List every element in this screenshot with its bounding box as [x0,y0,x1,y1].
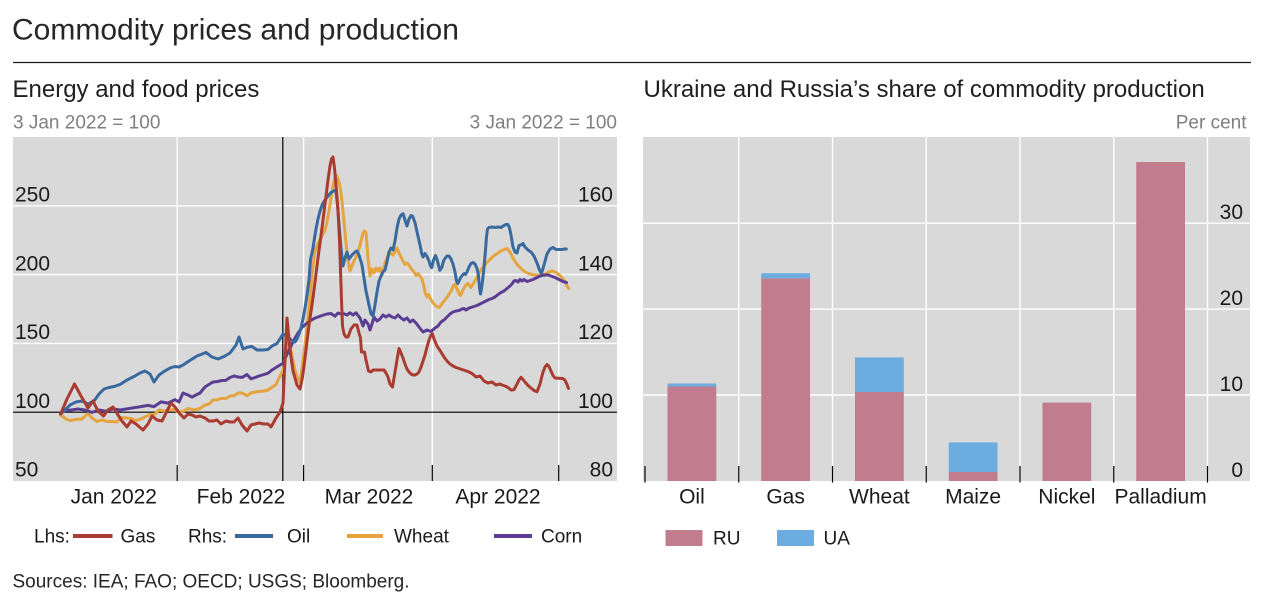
svg-text:Mar 2022: Mar 2022 [325,486,414,509]
svg-text:Rhs:: Rhs: [188,527,227,548]
svg-text:3 Jan 2022 = 100: 3 Jan 2022 = 100 [470,113,617,134]
svg-text:Per cent: Per cent [1176,113,1247,134]
svg-text:Jan 2022: Jan 2022 [71,486,157,509]
svg-text:Nickel: Nickel [1038,486,1095,509]
svg-text:250: 250 [15,184,50,207]
svg-text:140: 140 [578,252,613,275]
svg-text:Feb 2022: Feb 2022 [197,486,286,509]
svg-text:Wheat: Wheat [849,486,910,509]
svg-text:100: 100 [15,390,50,413]
svg-text:Maize: Maize [945,486,1001,509]
svg-text:Corn: Corn [541,527,582,548]
svg-text:Apr 2022: Apr 2022 [455,486,540,509]
svg-text:150: 150 [15,321,50,344]
svg-text:Gas: Gas [121,527,156,548]
svg-text:80: 80 [590,459,613,482]
svg-text:Lhs:: Lhs: [34,527,70,548]
svg-text:120: 120 [578,321,613,344]
svg-text:30: 30 [1220,201,1243,224]
svg-text:Energy and food prices: Energy and food prices [13,76,260,103]
svg-text:100: 100 [578,390,613,413]
svg-text:20: 20 [1220,287,1243,310]
svg-text:Gas: Gas [766,486,805,509]
svg-text:RU: RU [713,529,740,550]
svg-text:Oil: Oil [287,527,310,548]
svg-text:160: 160 [578,184,613,207]
svg-text:10: 10 [1220,373,1243,396]
svg-text:50: 50 [15,459,38,482]
svg-text:Oil: Oil [679,486,705,509]
svg-text:Ukraine and Russia’s share of: Ukraine and Russia’s share of commodity … [644,76,1205,103]
svg-text:200: 200 [15,252,50,275]
svg-text:Wheat: Wheat [394,527,450,548]
svg-text:Palladium: Palladium [1114,486,1206,509]
svg-text:0: 0 [1231,459,1243,482]
svg-text:Sources: IEA; FAO; OECD; USGS;: Sources: IEA; FAO; OECD; USGS; Bloomberg… [13,572,410,593]
svg-text:3 Jan 2022 = 100: 3 Jan 2022 = 100 [13,113,160,134]
svg-text:UA: UA [824,529,851,550]
svg-text:Commodity prices and productio: Commodity prices and production [12,14,459,47]
